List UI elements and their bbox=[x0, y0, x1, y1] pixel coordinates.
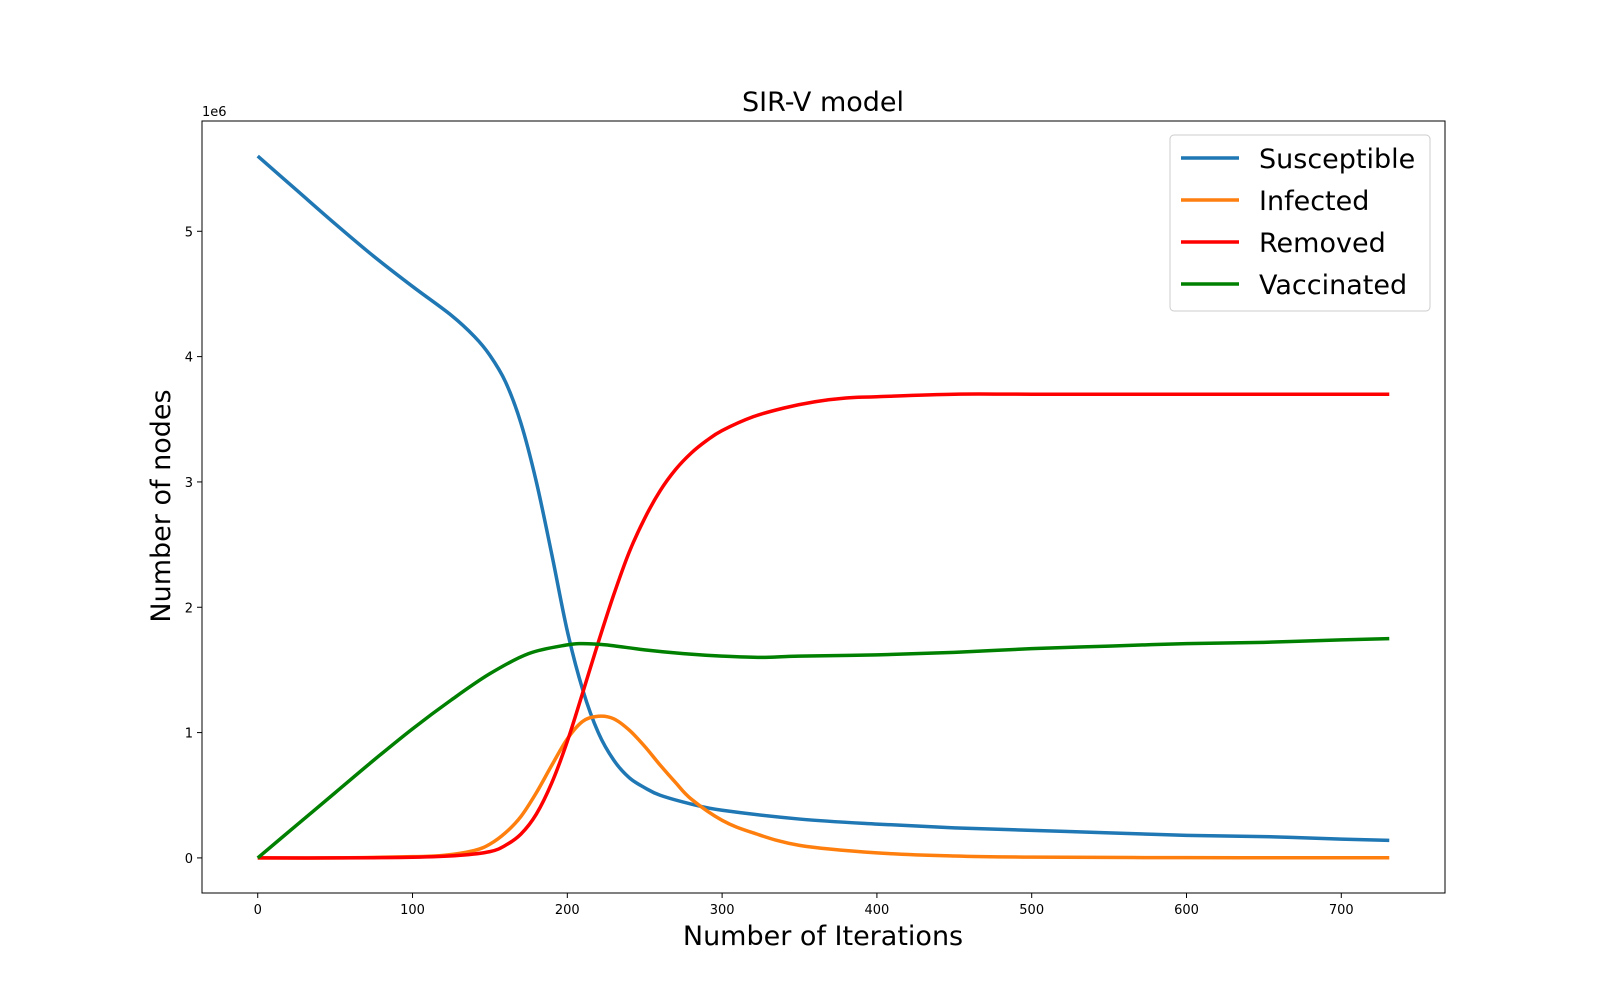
legend-label-infected: Infected bbox=[1259, 186, 1369, 217]
x-tick-label: 600 bbox=[1174, 903, 1199, 918]
x-tick-label: 500 bbox=[1019, 903, 1044, 918]
y-tick-label: 3 bbox=[185, 476, 193, 491]
y-axis-label: Number of nodes bbox=[146, 389, 177, 622]
axis-ticks: 0 100 200 300 400 500 600 700 0 1 2 3 4 5 bbox=[185, 225, 1354, 918]
y-tick-label: 0 bbox=[185, 852, 193, 867]
series-line-removed bbox=[257, 392, 1390, 860]
y-tick-label: 4 bbox=[185, 351, 193, 366]
legend-label-removed: Removed bbox=[1259, 228, 1386, 259]
series-line-vaccinated bbox=[256, 636, 1390, 860]
legend: Susceptible Infected Removed Vaccinated bbox=[1169, 134, 1431, 312]
x-tick-label: 200 bbox=[555, 903, 580, 918]
series-line-susceptible bbox=[256, 154, 1390, 843]
x-tick-label: 300 bbox=[710, 903, 735, 918]
chart-title: SIR-V model bbox=[742, 87, 904, 118]
legend-box bbox=[1169, 134, 1431, 312]
x-tick-label: 400 bbox=[864, 903, 889, 918]
series-lines bbox=[256, 154, 1390, 860]
x-tick-label: 100 bbox=[400, 903, 425, 918]
plot-frame bbox=[201, 120, 1446, 894]
series-line-infected bbox=[257, 714, 1390, 860]
legend-label-vaccinated: Vaccinated bbox=[1259, 270, 1407, 301]
x-axis-label: Number of Iterations bbox=[683, 921, 963, 952]
y-tick-label: 5 bbox=[185, 225, 193, 240]
y-tick-label: 1 bbox=[185, 727, 193, 742]
y-axis-offset-label: 1e6 bbox=[202, 105, 227, 120]
legend-label-susceptible: Susceptible bbox=[1259, 144, 1415, 175]
x-tick-label: 700 bbox=[1329, 903, 1354, 918]
y-tick-label: 2 bbox=[185, 601, 193, 616]
x-tick-label: 0 bbox=[254, 903, 262, 918]
